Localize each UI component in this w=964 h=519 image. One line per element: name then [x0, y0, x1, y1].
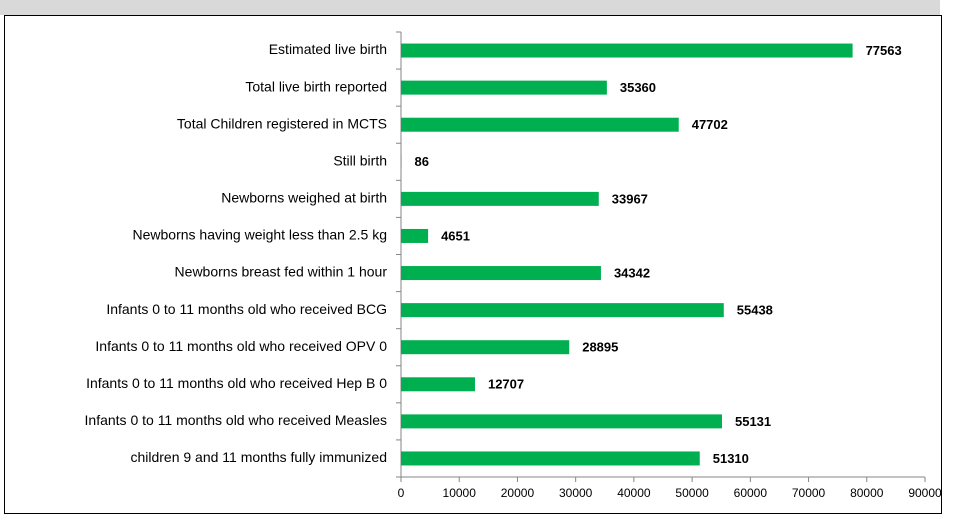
bar: [401, 228, 429, 243]
bar: [401, 80, 607, 95]
x-tick-label: 0: [398, 486, 405, 500]
y-tick-label: Still birth: [333, 152, 387, 168]
bar: [401, 303, 724, 318]
y-tick-label: children 9 and 11 months fully immunized: [130, 449, 387, 465]
chart-border: [4, 15, 942, 514]
bar: [401, 191, 599, 206]
header-strip: [0, 0, 940, 15]
y-tick-label: Infants 0 to 11 months old who received …: [86, 375, 387, 391]
bar: [401, 43, 853, 58]
x-tick-label: 20000: [501, 486, 535, 500]
y-tick-label: Infants 0 to 11 months old who received …: [85, 412, 387, 428]
x-tick-label: 90000: [908, 486, 942, 500]
bar: [401, 377, 475, 392]
data-label: 34342: [614, 265, 650, 280]
x-tick-label: 70000: [792, 486, 826, 500]
bar: [401, 266, 601, 281]
data-label: 51310: [713, 451, 749, 466]
x-tick-label: 60000: [734, 486, 768, 500]
y-tick-label: Infants 0 to 11 months old who received …: [106, 301, 387, 317]
data-label: 35360: [620, 80, 656, 95]
bar: [401, 117, 679, 132]
bar: [401, 414, 722, 429]
data-label: 55131: [735, 414, 771, 429]
x-tick-label: 30000: [559, 486, 593, 500]
x-tick-label: 40000: [617, 486, 651, 500]
x-tick-label: 50000: [675, 486, 709, 500]
data-label: 28895: [582, 340, 618, 355]
data-label: 77563: [866, 43, 902, 58]
data-label: 47702: [692, 117, 728, 132]
bar: [401, 451, 700, 466]
y-tick-label: Infants 0 to 11 months old who received …: [95, 338, 387, 354]
bar: [401, 154, 402, 169]
y-tick-label: Estimated live birth: [269, 41, 387, 57]
x-tick-label: 10000: [443, 486, 477, 500]
y-tick-label: Newborns weighed at birth: [221, 190, 387, 206]
x-tick-label: 80000: [850, 486, 884, 500]
y-tick-label: Total live birth reported: [245, 78, 387, 94]
y-tick-label: Newborns having weight less than 2.5 kg: [133, 227, 387, 243]
data-label: 55438: [737, 303, 773, 318]
y-tick-label: Newborns breast fed within 1 hour: [175, 264, 388, 280]
data-label: 4651: [441, 228, 470, 243]
data-label: 33967: [612, 191, 648, 206]
data-label: 12707: [488, 377, 524, 392]
y-tick-label: Total Children registered in MCTS: [177, 115, 387, 131]
bar: [401, 340, 570, 355]
data-label: 86: [415, 154, 429, 169]
